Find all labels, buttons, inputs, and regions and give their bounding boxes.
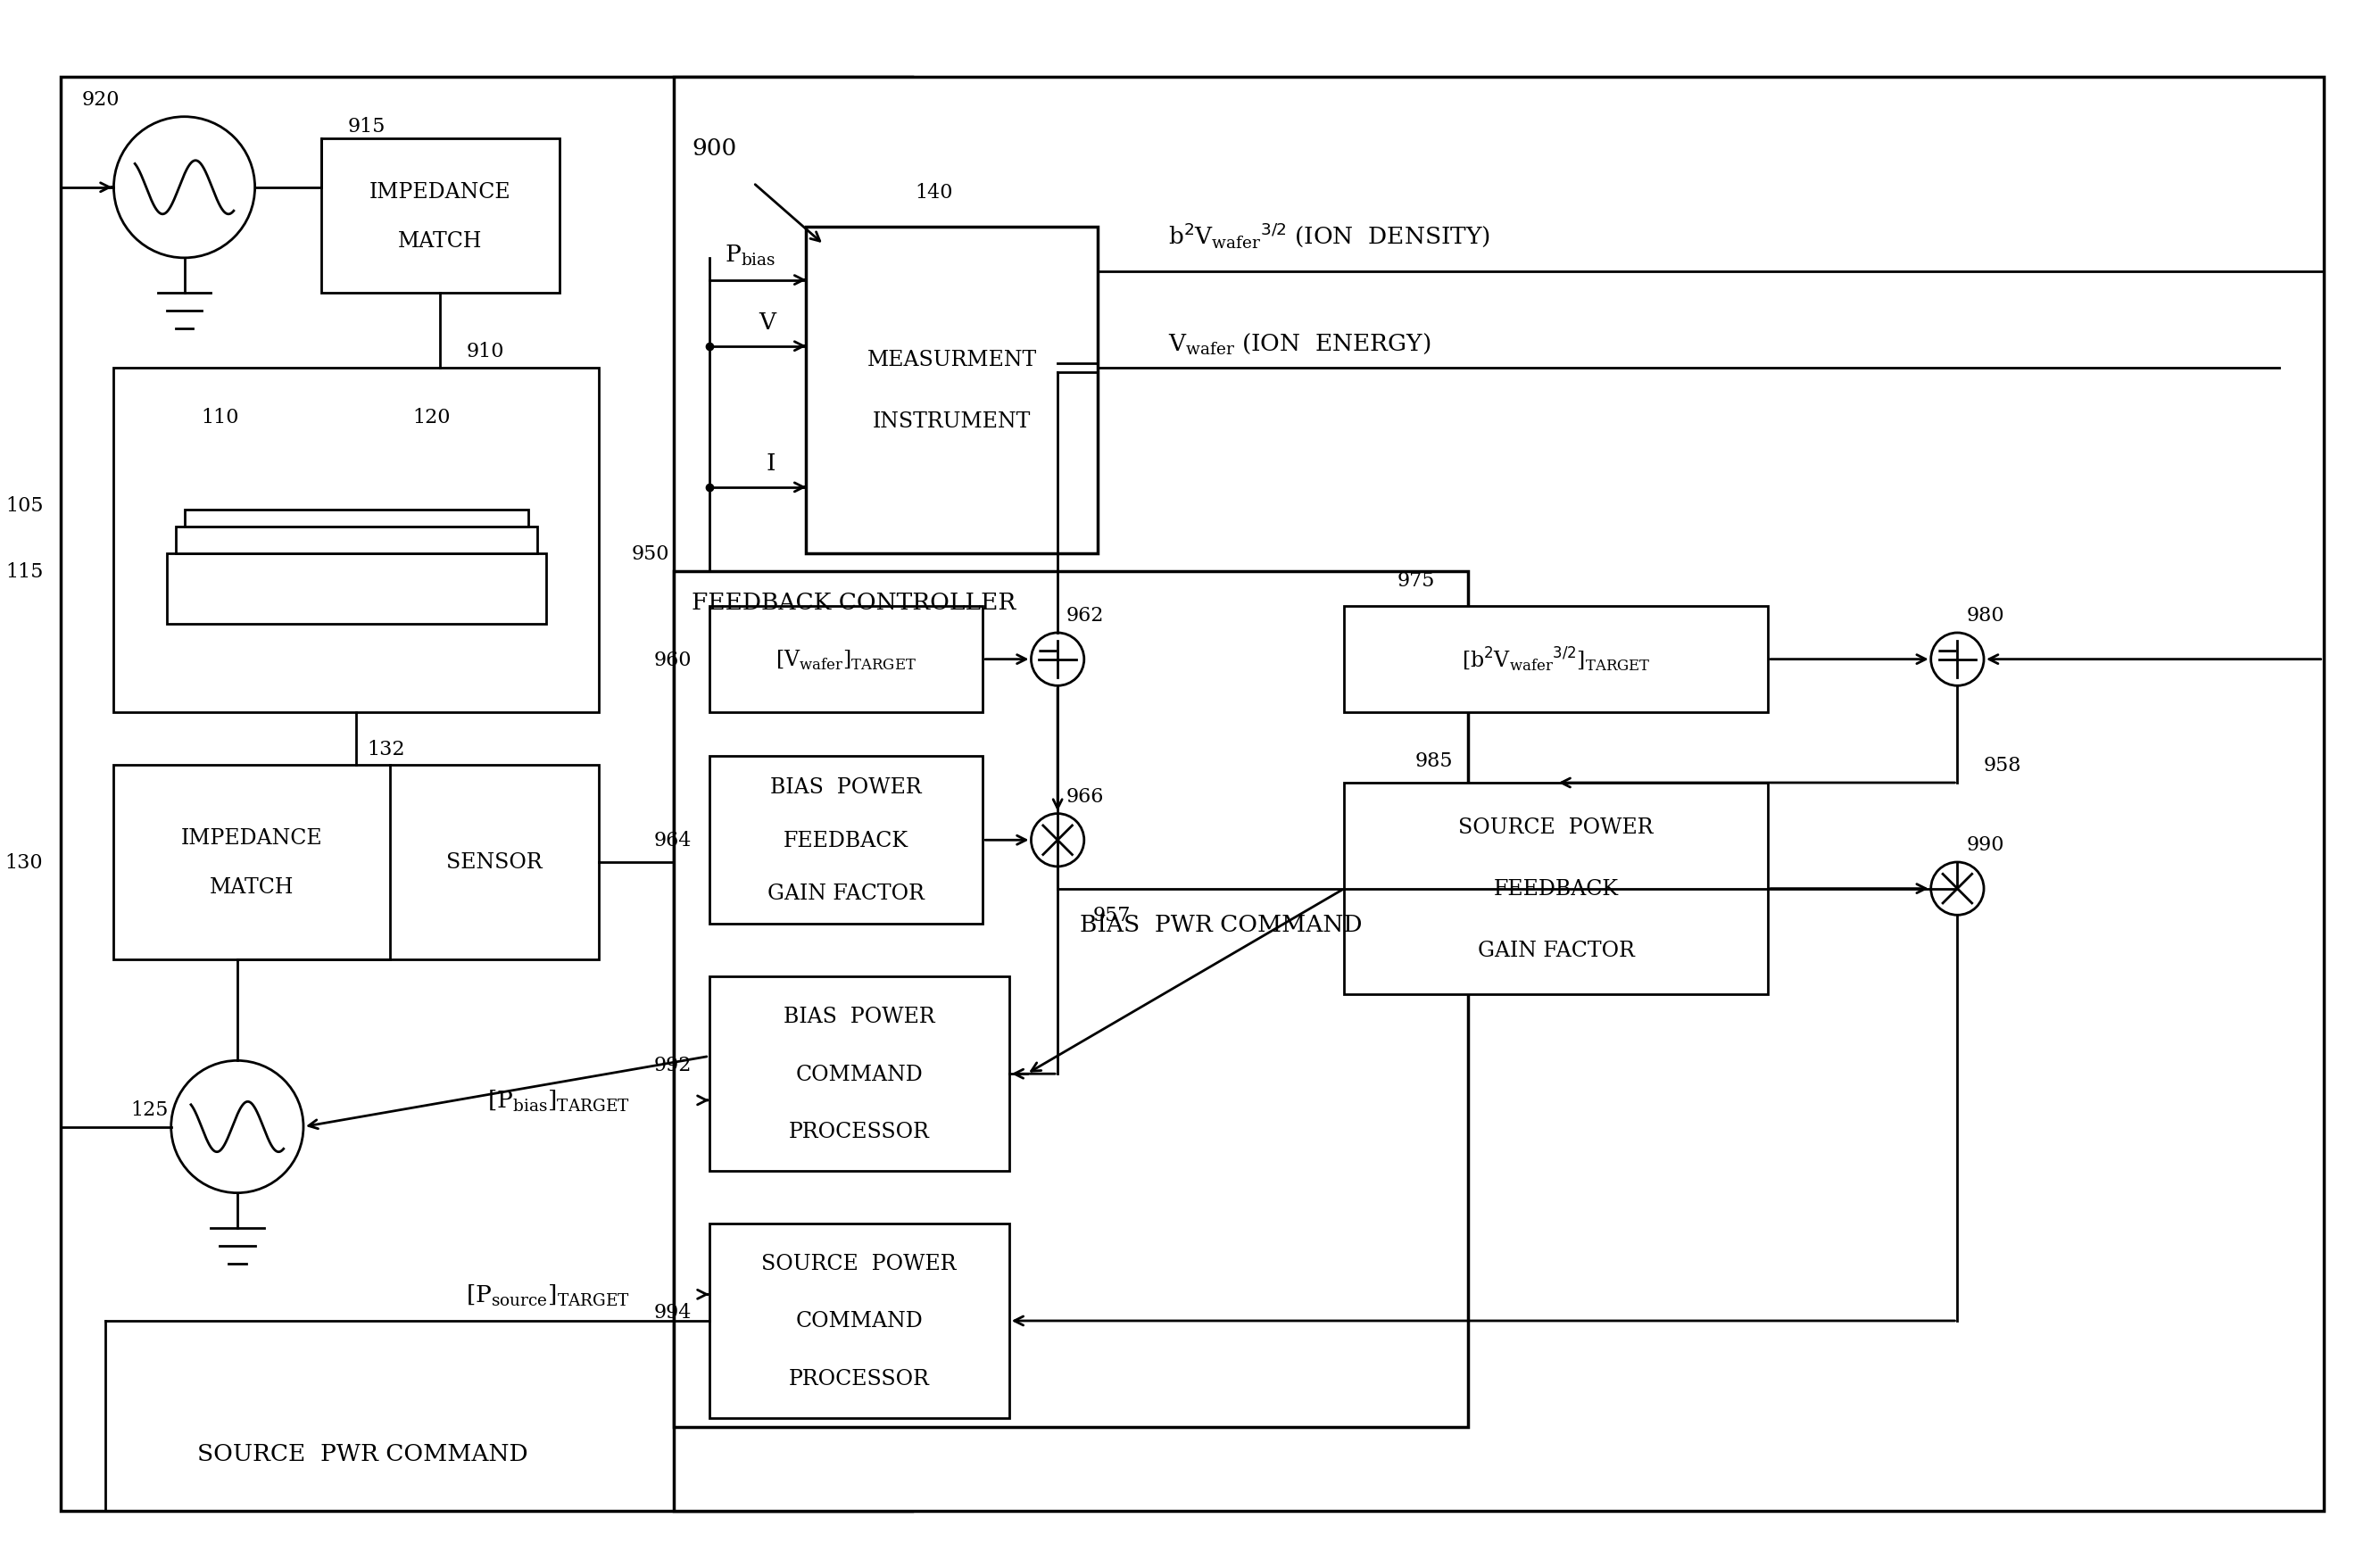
Text: MATCH: MATCH (398, 230, 482, 251)
Text: [P$_{\mathregular{source}}$]$_{\mathregular{TARGET}}$: [P$_{\mathregular{source}}$]$_{\mathregu… (465, 1281, 631, 1308)
Text: BIAS  PWR COMMAND: BIAS PWR COMMAND (1079, 913, 1362, 936)
Text: V$_{\mathregular{wafer}}$ (ION  ENERGY): V$_{\mathregular{wafer}}$ (ION ENERGY) (1167, 331, 1430, 356)
Bar (176, 527, 536, 554)
Text: 140: 140 (916, 182, 954, 202)
Text: BIAS  POWER: BIAS POWER (771, 778, 923, 798)
Text: 910: 910 (467, 342, 505, 361)
Text: 975: 975 (1397, 571, 1435, 590)
Bar (674, 571, 1468, 1427)
Text: $-$: $-$ (1034, 637, 1058, 665)
Text: $-$: $-$ (1936, 637, 1957, 665)
Text: MATCH: MATCH (209, 877, 294, 897)
Bar (709, 607, 982, 712)
Text: 958: 958 (1983, 756, 2021, 775)
Bar (709, 757, 982, 924)
Text: PROCESSOR: PROCESSOR (790, 1121, 930, 1142)
Bar (1345, 782, 1767, 994)
Text: PROCESSOR: PROCESSOR (790, 1367, 930, 1389)
Text: 130: 130 (5, 853, 43, 872)
Text: P$_{\mathregular{bias}}$: P$_{\mathregular{bias}}$ (723, 243, 776, 268)
Bar (166, 554, 546, 624)
Text: BIAS  POWER: BIAS POWER (783, 1007, 935, 1027)
Text: SOURCE  PWR COMMAND: SOURCE PWR COMMAND (197, 1443, 529, 1465)
Text: GAIN FACTOR: GAIN FACTOR (1478, 941, 1634, 961)
Text: 132: 132 (368, 740, 406, 759)
Bar (709, 1225, 1008, 1417)
Text: 990: 990 (1966, 836, 2004, 855)
Text: GAIN FACTOR: GAIN FACTOR (769, 883, 925, 903)
Bar (1345, 607, 1767, 712)
Text: 957: 957 (1093, 906, 1131, 925)
Text: 920: 920 (81, 89, 119, 110)
Text: FEEDBACK: FEEDBACK (1494, 878, 1618, 898)
Text: [b$^2$V$_{\mathregular{wafer}}$$^{3/2}$]$_{\mathregular{TARGET}}$: [b$^2$V$_{\mathregular{wafer}}$$^{3/2}$]… (1461, 646, 1651, 674)
Text: b$^2$V$_{\mathregular{wafer}}$$^{3/2}$ (ION  DENSITY): b$^2$V$_{\mathregular{wafer}}$$^{3/2}$ (… (1167, 221, 1490, 249)
Text: IMPEDANCE: IMPEDANCE (180, 828, 323, 848)
Bar (185, 510, 529, 527)
Bar (709, 977, 1008, 1171)
Text: 110: 110 (202, 408, 240, 426)
Text: [P$_{\mathregular{bias}}$]$_{\mathregular{TARGET}}$: [P$_{\mathregular{bias}}$]$_{\mathregula… (486, 1088, 631, 1113)
Text: 960: 960 (655, 649, 693, 670)
Text: V: V (759, 310, 776, 334)
Text: 985: 985 (1414, 751, 1452, 771)
Bar (114, 368, 598, 712)
Text: 120: 120 (413, 408, 451, 426)
Text: SOURCE  POWER: SOURCE POWER (761, 1253, 956, 1273)
Text: 115: 115 (5, 561, 43, 582)
Bar (806, 227, 1098, 554)
Bar (62, 78, 913, 1510)
Text: I: I (766, 452, 776, 475)
Text: INSTRUMENT: INSTRUMENT (873, 411, 1032, 431)
Text: MEASURMENT: MEASURMENT (866, 350, 1037, 370)
Text: 105: 105 (5, 495, 43, 516)
Text: SENSOR: SENSOR (446, 853, 543, 873)
Text: 950: 950 (631, 544, 669, 564)
Text: SOURCE  POWER: SOURCE POWER (1459, 817, 1653, 837)
Text: 980: 980 (1966, 605, 2004, 626)
Text: COMMAND: COMMAND (795, 1063, 923, 1085)
Text: IMPEDANCE: IMPEDANCE (370, 182, 510, 202)
Text: FEEDBACK: FEEDBACK (783, 829, 908, 851)
Text: COMMAND: COMMAND (795, 1311, 923, 1331)
Text: 125: 125 (130, 1099, 168, 1120)
Text: [V$_{\mathregular{wafer}}$]$_{\mathregular{TARGET}}$: [V$_{\mathregular{wafer}}$]$_{\mathregul… (776, 648, 916, 671)
Text: 966: 966 (1067, 787, 1105, 806)
Text: 962: 962 (1067, 605, 1105, 626)
Text: 900: 900 (693, 136, 735, 160)
Text: 964: 964 (655, 831, 693, 850)
Text: 992: 992 (655, 1055, 693, 1076)
Text: 915: 915 (349, 116, 384, 136)
Bar (320, 140, 560, 293)
Bar (114, 765, 598, 960)
Bar (674, 78, 2325, 1510)
Text: 994: 994 (655, 1303, 693, 1322)
Text: FEEDBACK CONTROLLER: FEEDBACK CONTROLLER (693, 591, 1015, 613)
